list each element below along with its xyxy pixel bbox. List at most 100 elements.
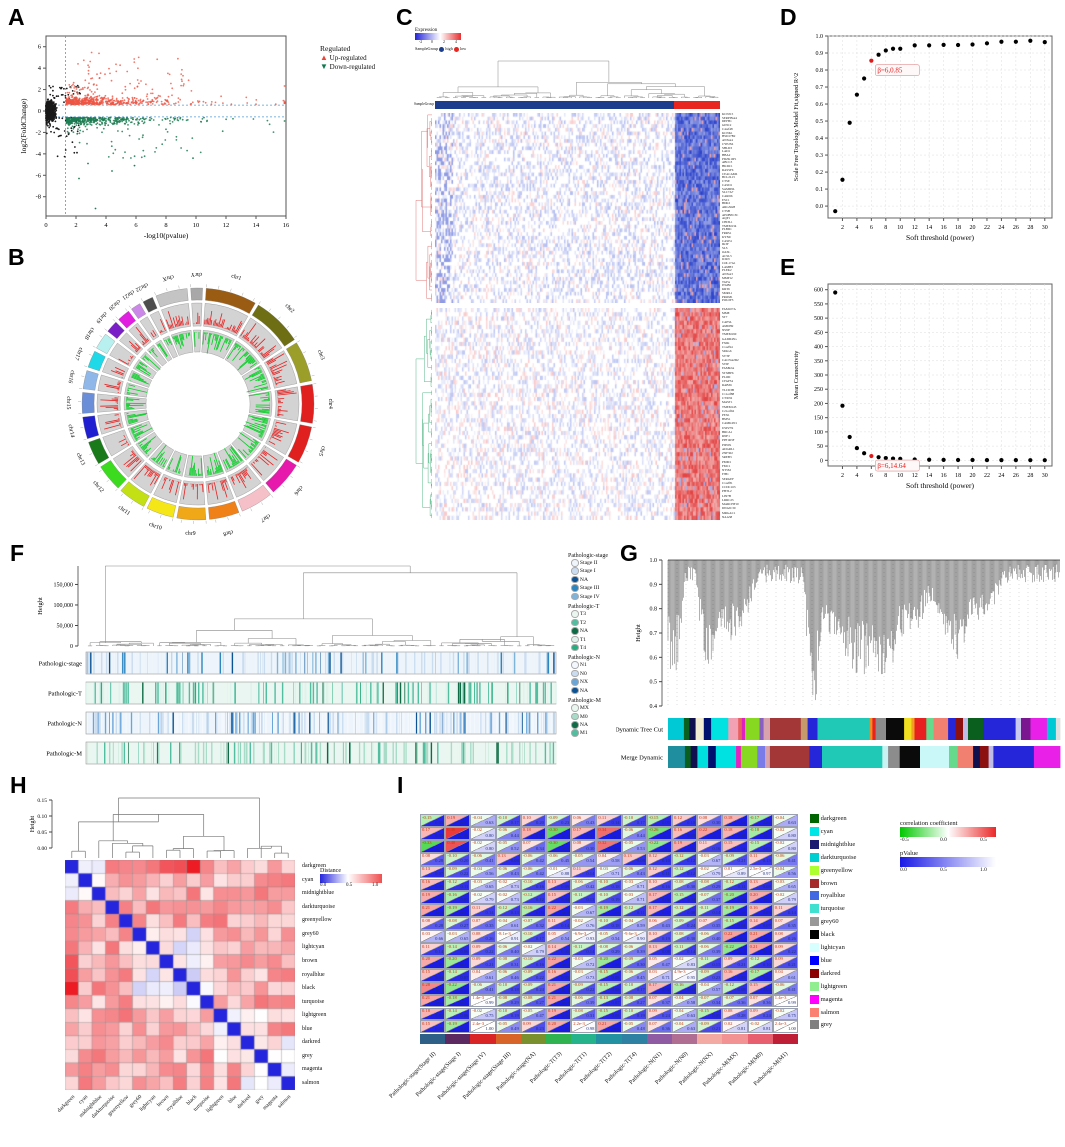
correlation-value: -0.06 — [548, 854, 558, 859]
module-row-label: black — [302, 985, 315, 991]
gene-dendrogram-up — [414, 113, 434, 303]
correlation-value: 0.18 — [422, 1009, 430, 1014]
pvalue-tick: 1.0 — [980, 867, 987, 873]
svg-text:0: 0 — [44, 222, 47, 229]
correlation-value: -0.09 — [624, 957, 634, 962]
trait-dot — [571, 567, 579, 575]
trait-label: MX — [580, 705, 589, 711]
pvalue: 0.07 — [763, 924, 771, 929]
pvalue: 0.01 — [738, 911, 746, 916]
pvalue: 0.01 — [738, 898, 746, 903]
correlation-value: 0.05 — [649, 957, 657, 962]
trait-label: T3 — [580, 611, 586, 617]
pvalue: 0.07 — [460, 976, 468, 981]
correlation-value: 0.08 — [422, 919, 430, 924]
pvalue: 0.75 — [788, 1014, 796, 1019]
pvalue: 0.01 — [612, 963, 620, 968]
expression-colorbar — [415, 33, 461, 40]
pvalue: 4e-3 — [435, 911, 443, 916]
correlation-value: -0.15 — [598, 1009, 608, 1014]
correlation-value: -0.08 — [674, 932, 684, 937]
pvalue: 3e-3 — [561, 911, 569, 916]
module-name: black — [821, 931, 835, 938]
pvalue: 0.01 — [763, 898, 771, 903]
pvalue: 0.02 — [435, 1014, 443, 1019]
pvalue: 0.52 — [511, 847, 519, 852]
pvalue: 0.32 — [536, 924, 544, 929]
correlation-value: -0.03 — [472, 880, 482, 885]
svg-text:chr6: chr6 — [292, 484, 303, 496]
pvalue: 0.26 — [486, 937, 494, 942]
trait-dot — [571, 729, 579, 737]
trait-col-label: Pathologic-N(N0) — [593, 1051, 689, 1147]
pvalue-legend-title: pValue — [900, 850, 1000, 857]
correlation-value: 0.13 — [548, 880, 556, 885]
pvalue: 0.03 — [435, 885, 443, 890]
correlation-value: -0.02 — [775, 1009, 785, 1014]
pvalue: 0.63 — [788, 821, 796, 826]
module-row-label: magenta — [302, 1066, 322, 1072]
correlation-value: 1.4e-3 — [472, 996, 484, 1001]
trait-col-label: Pathologic-T(T2) — [517, 1051, 613, 1147]
correlation-value: -0.10 — [498, 816, 508, 821]
heatmap-downregulated — [435, 308, 720, 520]
correlation-value: -0.05 — [624, 1022, 634, 1027]
correlation-value: -0.20 — [598, 957, 608, 962]
pvalue: 0.30 — [586, 847, 594, 852]
pvalue: 0.41 — [486, 859, 494, 864]
pvalue: 0.65 — [788, 885, 796, 890]
pvalue-tick: 0.0 — [900, 867, 907, 873]
correlation-value: 0.20 — [548, 1022, 556, 1027]
pvalue: 0.17 — [511, 821, 519, 826]
correlation-value: -0.08 — [624, 996, 634, 1001]
correlation-value: -0.19 — [447, 1022, 457, 1027]
svg-text:chr14: chr14 — [67, 424, 76, 438]
correlation-value: -0.14 — [447, 970, 457, 975]
pvalue: 0.59 — [637, 924, 645, 929]
correlation-value: -0.16 — [523, 906, 533, 911]
module-swatch — [810, 853, 819, 862]
pvalue: 0.98 — [586, 1027, 594, 1032]
correlation-value: 0.07 — [523, 841, 531, 846]
svg-text:chr17: chr17 — [73, 346, 84, 361]
pvalue: 0.13 — [763, 859, 771, 864]
module-row-label: grey60 — [302, 931, 319, 937]
correlation-value: -0.06 — [624, 945, 634, 950]
correlation-value: -0.04 — [775, 867, 785, 872]
svg-text:10: 10 — [193, 222, 200, 229]
correlation-value: 0.04 — [775, 970, 783, 975]
correlation-value: -0.15 — [598, 983, 608, 988]
pvalue: 0.11 — [662, 872, 670, 877]
pvalue: 0.42 — [536, 859, 544, 864]
svg-text:chr1: chr1 — [230, 273, 242, 282]
pvalue: 0.04 — [435, 976, 443, 981]
correlation-value: -0.09 — [699, 970, 709, 975]
svg-text:8: 8 — [884, 225, 887, 231]
correlation-value: 0.16 — [724, 970, 732, 975]
trait-col-label: Pathologic-M(M1) — [693, 1051, 789, 1147]
svg-text:chr2: chr2 — [284, 303, 296, 315]
correlation-value: 0.21 — [548, 996, 556, 1001]
pvalue: 0.75 — [486, 1014, 494, 1019]
